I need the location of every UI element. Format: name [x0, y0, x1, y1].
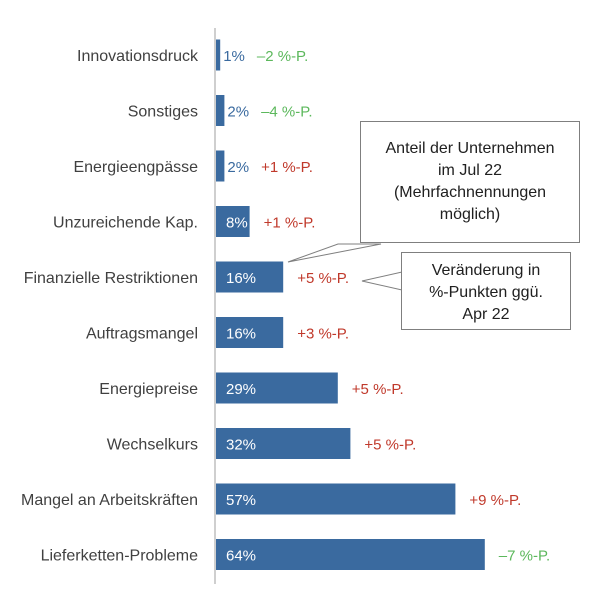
- data-label: 16%: [226, 270, 256, 287]
- callout-share-line-2: im Jul 22: [437, 162, 503, 179]
- category-label: Sonstiges: [128, 104, 198, 121]
- change-label: +1 %-P.: [261, 159, 313, 176]
- change-label: –4 %-P.: [261, 104, 312, 121]
- category-label: Energiepreise: [99, 381, 198, 398]
- category-label: Energieengpässe: [73, 159, 198, 176]
- bar: [216, 206, 250, 237]
- data-label: 1%: [223, 48, 245, 65]
- callout-share-line-3: (Mehrfachnennungen: [393, 184, 547, 201]
- category-label: Wechselkurs: [107, 437, 198, 454]
- callout-share: Anteil der Unternehmen im Jul 22 (Mehrfa…: [360, 121, 580, 243]
- category-label: Auftragsmangel: [86, 326, 198, 343]
- data-label: 57%: [226, 492, 256, 509]
- bar: [216, 150, 225, 182]
- change-label: +1 %-P.: [264, 215, 316, 232]
- bar: [216, 483, 456, 515]
- change-label: –2 %-P.: [257, 48, 308, 65]
- callout-share-line-1: Anteil der Unternehmen: [385, 140, 555, 157]
- bar: [216, 261, 284, 293]
- callout-change-line-1: Veränderung in: [431, 262, 541, 279]
- change-label: +5 %-P.: [364, 437, 416, 454]
- callout-change-line-2: %-Punkten ggü.: [429, 284, 543, 301]
- callout-share-pointer: [287, 243, 382, 263]
- change-label: –7 %-P.: [499, 548, 550, 565]
- bar: [216, 428, 351, 459]
- bar: [216, 95, 225, 126]
- change-label: +5 %-P.: [297, 270, 349, 287]
- category-label: Finanzielle Restriktionen: [24, 270, 198, 287]
- callout-share-line-4: möglich): [439, 206, 501, 223]
- callout-change: Veränderung in %-Punkten ggü. Apr 22: [401, 252, 571, 330]
- data-label: 64%: [226, 548, 256, 565]
- data-label: 8%: [226, 215, 248, 232]
- bar: [216, 39, 221, 71]
- category-label: Lieferketten-Probleme: [41, 548, 199, 565]
- data-label: 16%: [226, 326, 256, 343]
- bar: [216, 539, 485, 570]
- data-label: 29%: [226, 381, 256, 398]
- category-label: Innovationsdruck: [77, 48, 199, 65]
- bar: [216, 317, 284, 348]
- callout-change-line-3: Apr 22: [462, 306, 510, 323]
- change-label: +5 %-P.: [352, 381, 404, 398]
- callout-change-pointer: [361, 271, 403, 291]
- change-label: +3 %-P.: [297, 326, 349, 343]
- bar: [216, 372, 338, 404]
- data-label: 2%: [227, 159, 249, 176]
- data-label: 2%: [227, 104, 249, 121]
- category-label: Unzureichende Kap.: [53, 215, 198, 232]
- category-label: Mangel an Arbeitskräften: [21, 492, 198, 509]
- change-label: +9 %-P.: [469, 492, 521, 509]
- data-label: 32%: [226, 437, 256, 454]
